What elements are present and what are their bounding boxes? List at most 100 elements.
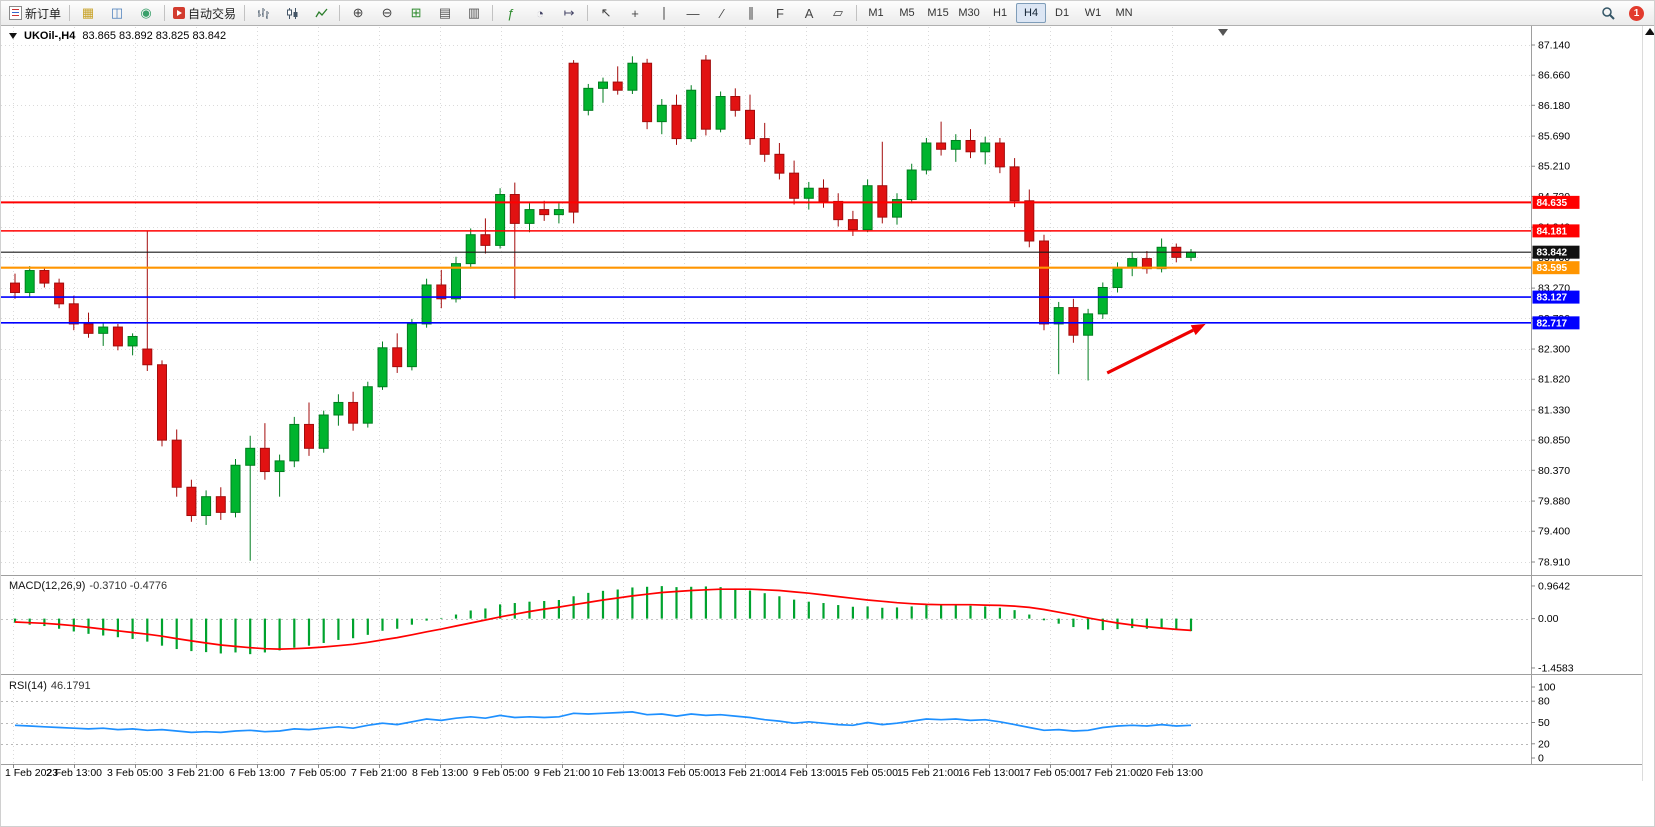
bull-candle <box>1097 286 1108 315</box>
bull-candle <box>318 414 329 449</box>
bear-candle <box>539 209 550 216</box>
candlestick-button[interactable] <box>278 2 306 24</box>
toolbar-separator <box>587 5 589 21</box>
notification-badge[interactable]: 1 <box>1629 5 1644 21</box>
timeframe-mn[interactable]: MN <box>1115 7 1133 19</box>
bear-candle <box>142 348 153 366</box>
line-chart-icon <box>314 8 328 17</box>
horizontal-line-button[interactable]: — <box>679 2 707 24</box>
timeframe-w1[interactable]: W1 <box>1084 7 1102 19</box>
toolbar-separator <box>492 5 494 21</box>
new-chart-button[interactable]: ▦ <box>74 2 102 24</box>
rsi-axis-label: 20 <box>1538 738 1550 750</box>
price-tag-label: 82.717 <box>1537 318 1568 329</box>
price-axis-label: 81.820 <box>1538 374 1570 386</box>
period-button[interactable]: ◔ <box>526 2 554 24</box>
autotrade-button[interactable]: 自动交易 <box>169 2 240 24</box>
zoom-in-icon: ⊕ <box>352 5 364 20</box>
bear-candle <box>186 486 197 517</box>
price-axis-label: 79.400 <box>1538 526 1570 538</box>
search-icon <box>1602 7 1615 20</box>
bear-candle <box>745 109 755 140</box>
bull-candle <box>127 335 138 347</box>
bull-candle <box>921 142 932 171</box>
view-icon-group: ⊕ ⊖ ⊞ ▤ ▥ <box>344 2 488 24</box>
timeframe-m5[interactable]: M5 <box>899 7 915 19</box>
profiles-button[interactable]: ◫ <box>103 2 131 24</box>
bull-candle <box>715 96 726 130</box>
trend-arrow-head <box>1190 323 1206 336</box>
shapes-button[interactable]: ▱ <box>824 2 852 24</box>
cursor-button[interactable]: ↖ <box>592 2 620 24</box>
bear-candle <box>171 439 182 488</box>
price-tags: 84.635 84.181 83.842 83.595 83.127 82.717 <box>1532 195 1580 330</box>
time-axis-label: 6 Feb 13:00 <box>229 767 285 779</box>
timeframe-d1[interactable]: D1 <box>1055 7 1070 19</box>
bar-chart-button[interactable] <box>249 2 277 24</box>
timeframe-m1[interactable]: M1 <box>868 7 884 19</box>
macd-label: MACD(12,26,9) -0.3710 -0.4776 <box>9 580 167 592</box>
bull-candle <box>24 270 35 294</box>
bull-candle <box>627 62 638 91</box>
bear-candle <box>774 153 785 174</box>
price-axis-label: 86.180 <box>1538 100 1570 112</box>
bear-candle <box>1024 200 1035 242</box>
line-chart-button[interactable] <box>307 2 335 24</box>
new-order-button[interactable]: 新订单 <box>5 2 65 24</box>
bear-candle <box>847 219 858 231</box>
price-tag <box>1532 245 1580 259</box>
up-scroll-icon[interactable] <box>1645 28 1655 35</box>
market-watch-icon: ◉ <box>140 5 152 20</box>
price-axis-label: 80.850 <box>1538 435 1570 447</box>
text-button[interactable]: A <box>795 2 823 24</box>
chart-canvas[interactable]: 87.14086.66086.18085.69085.21084.73084.2… <box>1 25 1655 781</box>
rsi-axis-label: 0 <box>1538 753 1544 765</box>
zoom-in-button[interactable]: ⊕ <box>344 2 372 24</box>
timeframe-h4[interactable]: H4 <box>1016 3 1047 23</box>
chart-shift-button[interactable]: ↦ <box>555 2 583 24</box>
bear-candle <box>818 187 829 202</box>
channel-button[interactable]: ∥ <box>737 2 765 24</box>
bull-candle <box>289 423 300 462</box>
zoom-out-button[interactable]: ⊖ <box>373 2 401 24</box>
bear-candle <box>1039 240 1049 325</box>
toolbar-separator <box>69 5 71 21</box>
tile-windows-button[interactable]: ⊞ <box>402 2 430 24</box>
price-axis-label: 86.660 <box>1538 70 1570 82</box>
timeframe-h1[interactable]: H1 <box>993 7 1008 19</box>
bull-candle <box>362 386 373 424</box>
time-axis-label: 13 Feb 05:00 <box>653 767 715 779</box>
cascade-windows-button[interactable]: ▤ <box>431 2 459 24</box>
timeframe-m30[interactable]: M30 <box>958 7 980 19</box>
vertical-line-button[interactable]: ∣ <box>650 2 678 24</box>
timeframe-group: M1 M5 M15 M30 H1 H4 D1 W1 MN <box>861 3 1139 23</box>
price-axis-label: 78.910 <box>1538 557 1570 569</box>
bear-candle <box>259 447 270 473</box>
market-watch-button[interactable]: ◉ <box>132 2 160 24</box>
search-button[interactable] <box>1594 2 1622 24</box>
bull-candle <box>1186 251 1196 258</box>
grid-layer <box>1 27 1531 763</box>
timeframe-m15[interactable]: M15 <box>927 7 949 19</box>
collapse-triangle-icon[interactable] <box>9 33 17 39</box>
time-axis-label: 7 Feb 21:00 <box>351 767 407 779</box>
frame-layer <box>1 25 1655 781</box>
chart-tools-group: ƒ ◔ ↦ <box>497 2 583 24</box>
trendline-button[interactable]: ∕ <box>708 2 736 24</box>
time-axis-label: 2 Feb 13:00 <box>46 767 102 779</box>
fibonacci-button[interactable]: F <box>766 2 794 24</box>
indicators-button[interactable]: ƒ <box>497 2 525 24</box>
macd-axis-label: 0.9642 <box>1538 580 1570 592</box>
trend-arrow <box>1106 328 1194 375</box>
chart-header: UKOil-,H4 83.865 83.892 83.825 83.842 <box>9 30 226 42</box>
bear-candle <box>700 59 711 130</box>
bull-candle <box>980 142 991 153</box>
candlestick-icon <box>286 7 298 19</box>
macd-signal-line <box>14 588 1192 650</box>
crosshair-button[interactable]: + <box>621 2 649 24</box>
time-axis-label: 3 Feb 05:00 <box>107 767 163 779</box>
time-axis-label: 1 Feb 2023 <box>5 767 58 779</box>
bull-candle <box>686 89 697 140</box>
arrange-windows-button[interactable]: ▥ <box>460 2 488 24</box>
